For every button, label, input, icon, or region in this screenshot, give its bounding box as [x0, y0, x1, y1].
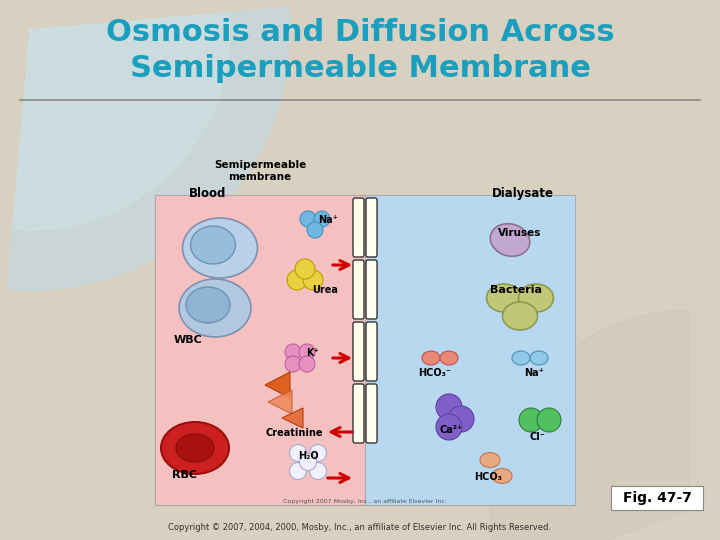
Text: Na⁺: Na⁺	[318, 215, 338, 225]
Ellipse shape	[487, 284, 521, 312]
Text: Semipermeable
membrane: Semipermeable membrane	[214, 160, 306, 181]
FancyBboxPatch shape	[366, 198, 377, 257]
Text: RBC: RBC	[172, 470, 197, 480]
Text: Dialysate: Dialysate	[492, 187, 554, 200]
Text: Osmosis and Diffusion Across: Osmosis and Diffusion Across	[106, 18, 614, 47]
Circle shape	[310, 462, 326, 480]
Text: WBC: WBC	[174, 335, 202, 345]
Circle shape	[289, 462, 307, 480]
Circle shape	[314, 211, 330, 227]
Text: Copyright © 2007, 2004, 2000, Mosby, Inc., an affiliate of Elsevier Inc. All Rig: Copyright © 2007, 2004, 2000, Mosby, Inc…	[168, 523, 552, 532]
Circle shape	[299, 344, 315, 360]
Ellipse shape	[182, 218, 258, 278]
Text: Na⁺: Na⁺	[524, 368, 544, 378]
FancyBboxPatch shape	[366, 384, 377, 443]
Circle shape	[299, 356, 315, 372]
Text: Fig. 47-7: Fig. 47-7	[623, 491, 691, 505]
Wedge shape	[490, 310, 690, 540]
Ellipse shape	[518, 284, 554, 312]
Circle shape	[300, 454, 317, 470]
Circle shape	[303, 270, 323, 290]
Text: H₂O: H₂O	[298, 451, 319, 461]
Ellipse shape	[186, 287, 230, 323]
Ellipse shape	[176, 434, 214, 462]
Wedge shape	[12, 12, 230, 230]
FancyBboxPatch shape	[353, 260, 364, 319]
Wedge shape	[7, 8, 290, 290]
Polygon shape	[265, 372, 290, 398]
Ellipse shape	[492, 469, 512, 483]
Ellipse shape	[512, 351, 530, 365]
Text: K⁺: K⁺	[306, 348, 319, 358]
Circle shape	[300, 211, 316, 227]
Text: HCO₃⁻: HCO₃⁻	[418, 368, 451, 378]
Circle shape	[310, 444, 326, 462]
FancyBboxPatch shape	[611, 486, 703, 510]
Ellipse shape	[530, 351, 548, 365]
Ellipse shape	[480, 453, 500, 468]
Text: Blood: Blood	[189, 187, 226, 200]
FancyBboxPatch shape	[353, 384, 364, 443]
FancyBboxPatch shape	[366, 260, 377, 319]
Circle shape	[307, 222, 323, 238]
Ellipse shape	[422, 351, 440, 365]
Text: Copyright 2007 Mosby, Inc., an affiliate Elsevier Inc.: Copyright 2007 Mosby, Inc., an affiliate…	[283, 500, 447, 504]
FancyBboxPatch shape	[365, 195, 575, 505]
Ellipse shape	[490, 224, 530, 256]
Text: Creatinine: Creatinine	[265, 428, 323, 438]
Polygon shape	[268, 390, 292, 414]
FancyBboxPatch shape	[366, 322, 377, 381]
Circle shape	[287, 270, 307, 290]
Circle shape	[289, 444, 307, 462]
Circle shape	[436, 394, 462, 420]
Polygon shape	[282, 408, 303, 428]
Ellipse shape	[503, 302, 538, 330]
FancyBboxPatch shape	[155, 195, 365, 505]
Text: HCO₃: HCO₃	[474, 472, 502, 482]
Text: Urea: Urea	[312, 285, 338, 295]
Circle shape	[448, 406, 474, 432]
Circle shape	[285, 344, 301, 360]
Circle shape	[295, 259, 315, 279]
Circle shape	[436, 414, 462, 440]
Ellipse shape	[440, 351, 458, 365]
Ellipse shape	[179, 279, 251, 337]
Text: Ca²⁺: Ca²⁺	[440, 425, 463, 435]
Text: Cl⁻: Cl⁻	[530, 432, 546, 442]
Ellipse shape	[161, 422, 229, 474]
Text: Viruses: Viruses	[498, 228, 541, 238]
Circle shape	[537, 408, 561, 432]
Ellipse shape	[191, 226, 235, 264]
FancyBboxPatch shape	[353, 198, 364, 257]
Circle shape	[285, 356, 301, 372]
Circle shape	[519, 408, 543, 432]
Text: Bacteria: Bacteria	[490, 285, 542, 295]
Text: Semipermeable Membrane: Semipermeable Membrane	[130, 54, 590, 83]
FancyBboxPatch shape	[353, 322, 364, 381]
